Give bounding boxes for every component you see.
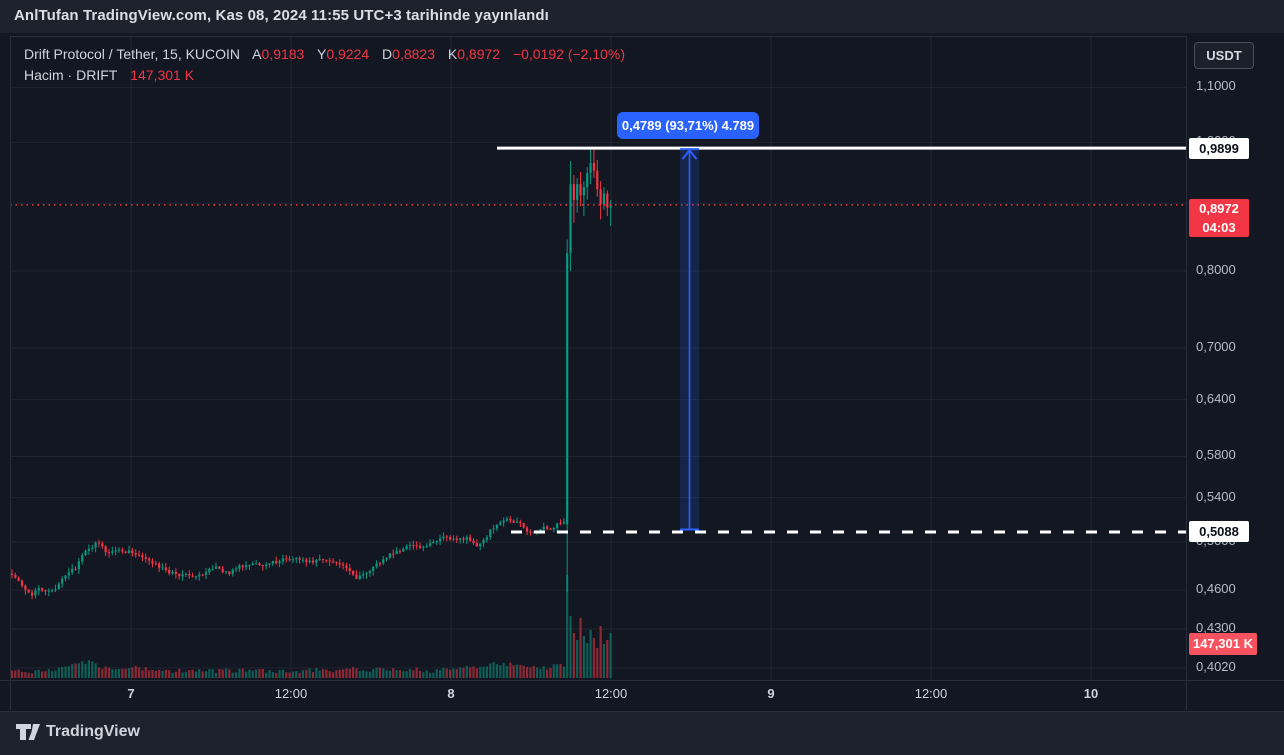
close-label: K [447, 46, 458, 62]
time-axis-label: 12:00 [914, 686, 948, 701]
current-price-label: 0,8972 04:03 [1189, 198, 1249, 237]
low-value: 0,8823 [392, 46, 435, 62]
time-axis[interactable]: 7 12:00 8 12:00 9 12:00 10 [10, 681, 1186, 710]
measure-tool-drawing[interactable] [680, 148, 699, 531]
close-value: 0,8972 [457, 46, 501, 62]
price-axis-label: 0,4020 [1196, 658, 1236, 674]
time-axis-label: 8 [447, 686, 455, 701]
high-label: Y [316, 46, 327, 62]
price-axis-label: 0,4600 [1196, 581, 1236, 597]
time-axis-separator [0, 680, 1284, 681]
time-axis-label: 12:00 [594, 686, 628, 701]
high-value: 0,9224 [326, 46, 370, 62]
low-label: D [382, 46, 393, 62]
time-axis-label: 12:00 [274, 686, 308, 701]
tradingview-logo-icon[interactable] [16, 724, 42, 744]
price-axis-label: 0,8000 [1196, 262, 1236, 277]
chart-frame-left [10, 36, 11, 710]
current-price-value: 0,8972 [1199, 200, 1239, 216]
attribution-text: AnlTufan TradingView.com, Kas 08, 2024 1… [14, 7, 549, 24]
time-axis-label: 10 [1083, 686, 1099, 701]
time-axis-label: 9 [767, 686, 775, 701]
open-label: A [252, 46, 262, 62]
current-volume-label: 147,301 K [1189, 633, 1257, 655]
symbol-legend[interactable]: Drift Protocol / Tether, 15, KUCOIN A0,9… [24, 44, 625, 86]
legend-row-volume[interactable]: Hacim · DRIFT 147,301 K [24, 65, 625, 86]
footer-bar: TradingView [0, 711, 1284, 755]
chart-canvas[interactable] [10, 36, 1284, 680]
measure-tool-label: 0,4789 (93,71%) 4.789 [617, 112, 759, 139]
price-axis-label: 0,4300 [1196, 619, 1236, 635]
resistance-price-label: 0,9899 [1189, 137, 1249, 159]
price-axis-separator [1186, 36, 1187, 710]
symbol-title: Drift Protocol / Tether, 15, KUCOIN [24, 46, 241, 62]
volume-title: Hacim · DRIFT [24, 67, 118, 83]
time-axis-label: 7 [127, 686, 135, 701]
chart-frame-top [10, 36, 1186, 37]
currency-toggle-button[interactable]: USDT [1194, 42, 1254, 69]
tradingview-wordmark[interactable]: TradingView [46, 723, 140, 740]
attribution-bar: AnlTufan TradingView.com, Kas 08, 2024 1… [0, 0, 1284, 33]
open-value: 0,9183 [261, 46, 305, 62]
price-axis-label: 0,5800 [1196, 447, 1236, 463]
price-axis-label: 0,5400 [1196, 488, 1236, 504]
price-axis-label: 1,1000 [1196, 78, 1236, 94]
bar-countdown: 04:03 [1202, 219, 1236, 235]
support-price-label: 0,5088 [1189, 521, 1249, 543]
volume-value: 147,301 K [130, 67, 195, 83]
change-value: −0,0192 (−2,10%) [512, 46, 626, 62]
price-axis-label: 0,6400 [1196, 390, 1236, 406]
price-axis-label: 0,7000 [1196, 339, 1236, 354]
price-axis[interactable]: 0,9899 0,5088 0,8972 04:03 147,301 K 1,0… [1187, 36, 1284, 680]
legend-row-symbol[interactable]: Drift Protocol / Tether, 15, KUCOIN A0,9… [24, 44, 625, 65]
